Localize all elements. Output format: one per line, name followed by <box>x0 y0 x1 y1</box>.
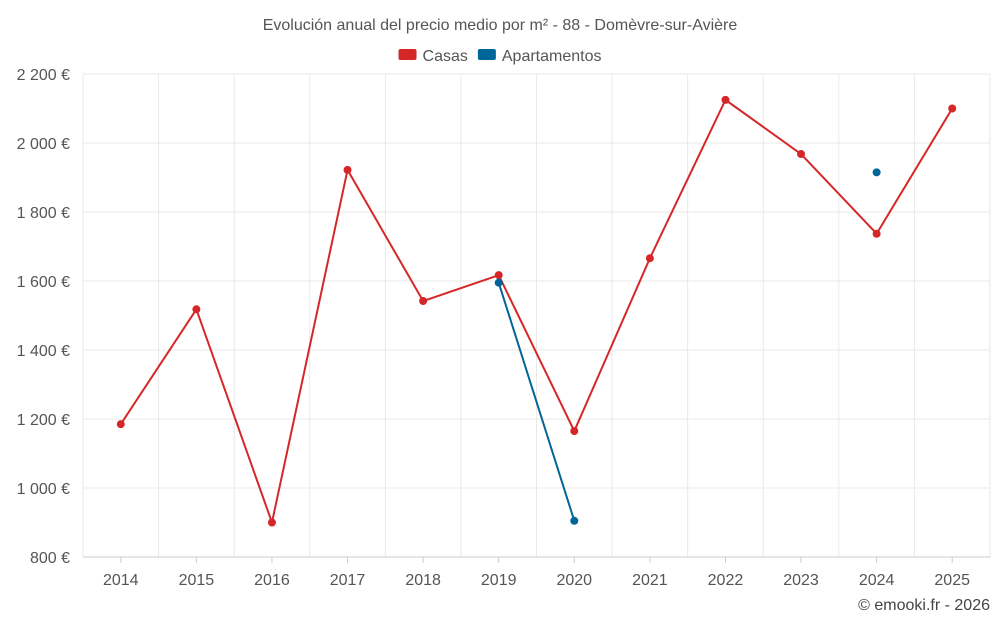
casas-point <box>721 95 730 104</box>
x-tick-label: 2024 <box>859 572 895 589</box>
x-tick-label: 2022 <box>708 572 744 589</box>
legend-item-apartamentos: Apartamentos <box>477 48 602 65</box>
legend-label: Apartamentos <box>502 48 602 65</box>
casas-point <box>267 518 276 527</box>
casas-point <box>116 420 125 429</box>
casas-line-segment <box>724 98 803 156</box>
x-tick-label: 2025 <box>934 572 970 589</box>
apartamentos-point <box>872 168 881 177</box>
x-axis: 2014 2015 2016 2017 2018 2019 2020 2021 2022 2023… <box>83 556 990 589</box>
casas-point <box>570 427 579 436</box>
legend-item-casas: Casas <box>398 48 468 65</box>
x-tick-label: 2017 <box>330 572 366 589</box>
y-tick-label: 800 € <box>30 550 70 567</box>
casas-line-segment <box>422 274 500 303</box>
x-tick-label: 2021 <box>632 572 668 589</box>
x-tick-label: 2020 <box>556 572 592 589</box>
y-tick-label: 1 400 € <box>17 343 70 360</box>
y-tick-label: 1 200 € <box>17 412 70 429</box>
casas-line-segment <box>119 308 198 426</box>
casas-point <box>948 104 957 113</box>
chart-title: Evolución anual del precio medio por m² … <box>263 17 738 34</box>
casas-point <box>645 254 654 263</box>
casas-point <box>419 297 428 306</box>
legend: Casas Apartamentos <box>398 48 602 65</box>
casas-line-segment <box>573 257 651 433</box>
casas-line-segment <box>875 107 954 235</box>
apartamentos-point <box>570 516 579 525</box>
casas-line-segment <box>195 308 273 524</box>
y-tick-label: 1 800 € <box>17 205 70 222</box>
apartamentos-point <box>494 278 503 287</box>
casas-line-segment <box>648 98 727 260</box>
y-tick-label: 2 000 € <box>17 136 70 153</box>
y-tick-label: 2 200 € <box>17 67 70 84</box>
legend-swatch <box>398 49 417 60</box>
casas-point <box>494 271 503 280</box>
series-layer <box>116 95 957 527</box>
x-tick-label: 2014 <box>103 572 139 589</box>
x-tick-label: 2016 <box>254 572 290 589</box>
x-tick-label: 2018 <box>405 572 441 589</box>
legend-label: Casas <box>423 48 468 65</box>
grid <box>82 73 991 558</box>
x-tick-label: 2023 <box>783 572 819 589</box>
casas-point <box>343 165 352 174</box>
casas-line-segment <box>497 274 576 433</box>
casas-point <box>192 305 201 314</box>
apartamentos-line-segment <box>497 281 576 522</box>
x-tick-label: 2019 <box>481 572 517 589</box>
x-tick-label: 2015 <box>179 572 215 589</box>
casas-point <box>797 150 806 159</box>
credit-text: © emooki.fr - 2026 <box>858 597 990 614</box>
casas-line-segment <box>346 168 425 303</box>
casas-point <box>872 229 881 238</box>
casas-line-segment <box>800 153 878 235</box>
legend-swatch <box>477 49 496 60</box>
y-tick-label: 1 600 € <box>17 274 70 291</box>
casas-line-segment <box>270 168 349 524</box>
y-axis: 800 € 1 000 € 1 200 € 1 400 € 1 600 € 1 800 €… <box>17 67 70 567</box>
y-tick-label: 1 000 € <box>17 481 70 498</box>
